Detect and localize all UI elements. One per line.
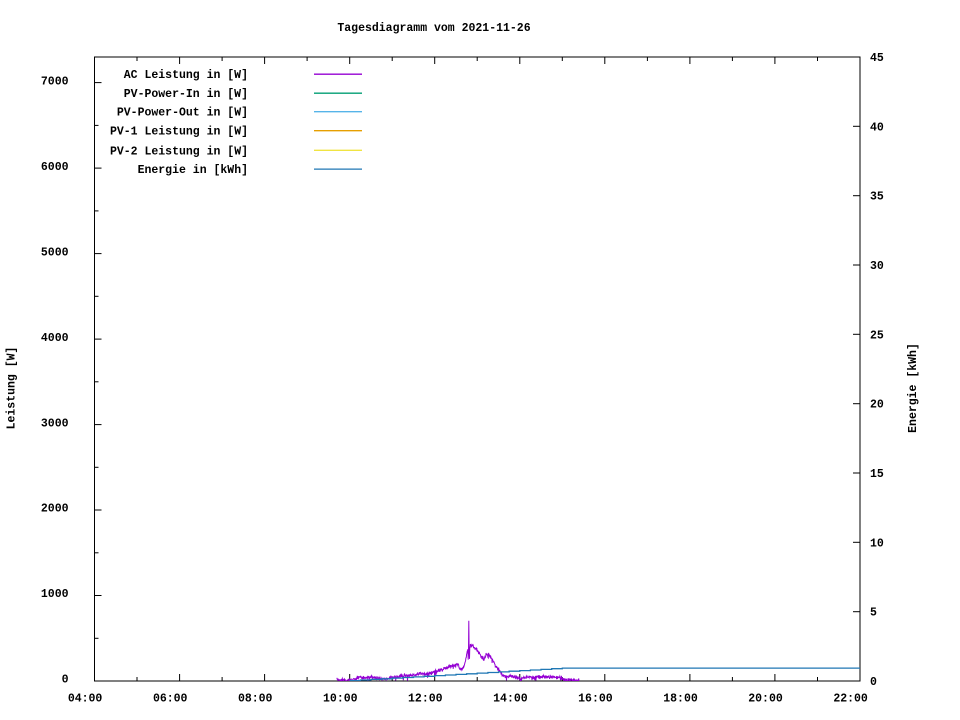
svg-text:1000: 1000 — [41, 588, 69, 601]
svg-text:40: 40 — [870, 121, 884, 134]
svg-text:5000: 5000 — [41, 246, 69, 259]
svg-text:08:00: 08:00 — [238, 693, 273, 706]
svg-text:PV-Power-Out in [W]: PV-Power-Out in [W] — [117, 107, 248, 120]
svg-text:18:00: 18:00 — [663, 693, 698, 706]
svg-text:2000: 2000 — [41, 503, 69, 516]
svg-text:AC Leistung in [W]: AC Leistung in [W] — [124, 69, 248, 82]
svg-text:0: 0 — [62, 674, 69, 687]
svg-text:25: 25 — [870, 329, 884, 342]
svg-text:14:00: 14:00 — [493, 693, 528, 706]
svg-text:06:00: 06:00 — [153, 693, 188, 706]
svg-text:20: 20 — [870, 399, 884, 412]
svg-text:Tagesdiagramm vom 2021-11-26: Tagesdiagramm vom 2021-11-26 — [337, 22, 530, 35]
svg-text:Leistung [W]: Leistung [W] — [6, 347, 19, 430]
svg-text:04:00: 04:00 — [68, 693, 103, 706]
svg-text:20:00: 20:00 — [748, 693, 783, 706]
svg-text:15: 15 — [870, 468, 884, 481]
svg-text:PV-Power-In in [W]: PV-Power-In in [W] — [124, 88, 248, 101]
svg-text:30: 30 — [870, 260, 884, 273]
svg-text:PV-2 Leistung in [W]: PV-2 Leistung in [W] — [110, 145, 248, 158]
svg-text:3000: 3000 — [41, 417, 69, 430]
svg-text:6000: 6000 — [41, 161, 69, 174]
svg-text:16:00: 16:00 — [578, 693, 613, 706]
svg-text:4000: 4000 — [41, 332, 69, 345]
svg-text:10:00: 10:00 — [323, 693, 358, 706]
svg-text:35: 35 — [870, 191, 884, 204]
svg-text:Energie in [kWh]: Energie in [kWh] — [138, 164, 248, 177]
svg-text:7000: 7000 — [41, 75, 69, 88]
svg-text:Energie [kWh]: Energie [kWh] — [907, 343, 920, 433]
svg-text:PV-1 Leistung in [W]: PV-1 Leistung in [W] — [110, 126, 248, 139]
svg-text:5: 5 — [870, 607, 877, 620]
svg-text:0: 0 — [870, 676, 877, 689]
svg-text:45: 45 — [870, 52, 884, 65]
svg-text:10: 10 — [870, 537, 884, 550]
svg-text:22:00: 22:00 — [833, 693, 868, 706]
svg-text:12:00: 12:00 — [408, 693, 443, 706]
